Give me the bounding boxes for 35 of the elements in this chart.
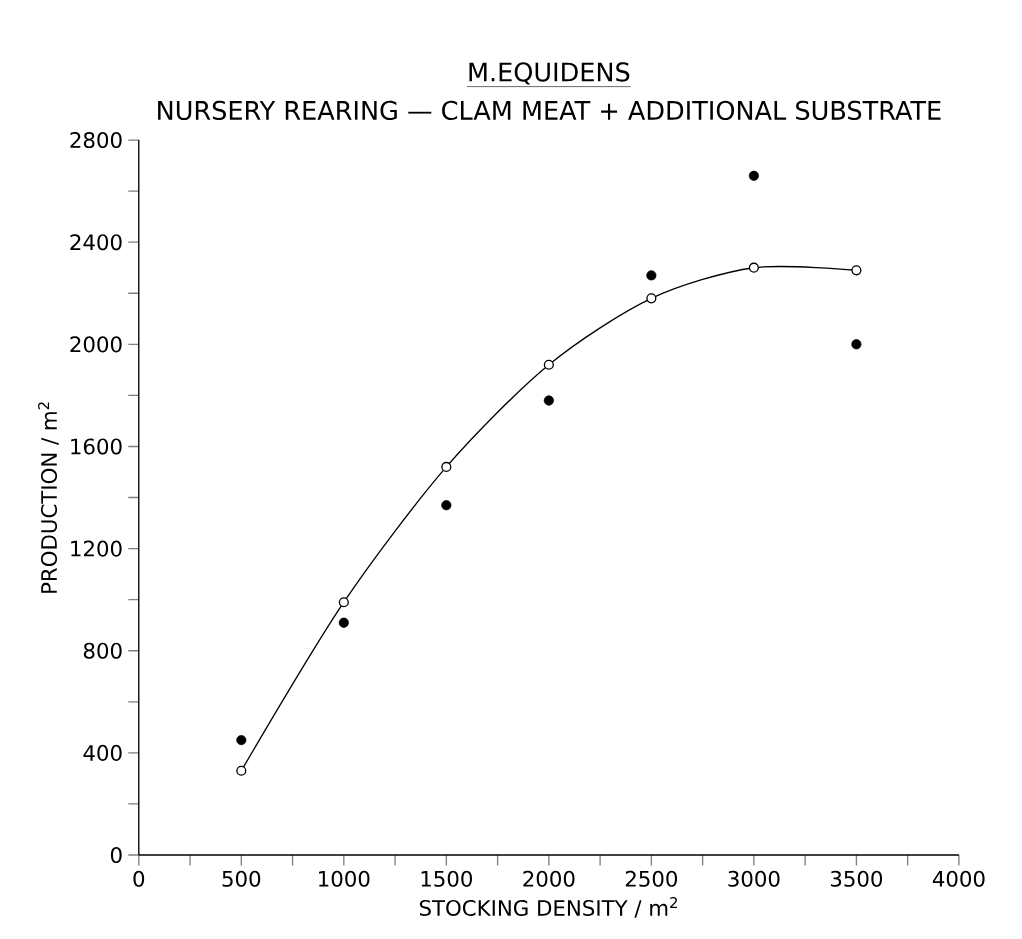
- point: [338, 597, 349, 608]
- y-axis-title: PRODUCTION / m$^{2}$: [38, 402, 59, 593]
- point: [441, 500, 452, 511]
- x-tick-label: 1500: [421, 870, 472, 887]
- chart-subtitle: NURSERY REARING — CLAM MEAT + ADDITIONAL SUBSTRATE: [158, 100, 941, 120]
- y-tick-label: 2400: [70, 234, 122, 251]
- point: [851, 339, 862, 350]
- x-tick-label: 0: [133, 870, 145, 887]
- point: [441, 461, 452, 472]
- point: [236, 765, 247, 776]
- point: [646, 293, 657, 304]
- x-axis-title: STOCKING DENSITY / m$^{2}$: [419, 896, 677, 918]
- y-tick-label: 0: [110, 846, 122, 864]
- point: [748, 262, 759, 273]
- point: [748, 170, 759, 181]
- y-tick-label: 800: [83, 642, 122, 659]
- x-tick-label: 1000: [319, 870, 370, 887]
- chart-title: M.EQUIDENS: [469, 62, 630, 85]
- y-tick-label: 2000: [70, 336, 122, 353]
- x-tick-label: 2500: [625, 870, 678, 887]
- y-tick-label: 400: [83, 744, 122, 761]
- x-tick-label: 2000: [523, 870, 575, 887]
- y-tick-label: 1600: [71, 438, 122, 455]
- x-tick-label: 3500: [830, 870, 883, 887]
- y-tick-label: 2800: [70, 131, 122, 149]
- point: [646, 270, 657, 281]
- point: [338, 617, 349, 628]
- x-tick-label: 3000: [728, 870, 780, 887]
- point: [543, 359, 554, 370]
- point: [236, 735, 247, 746]
- x-tick-label: 4000: [932, 870, 985, 887]
- point: [851, 265, 862, 276]
- y-tick-label: 1200: [71, 540, 122, 557]
- x-tick-label: 500: [222, 870, 261, 887]
- point: [543, 395, 554, 406]
